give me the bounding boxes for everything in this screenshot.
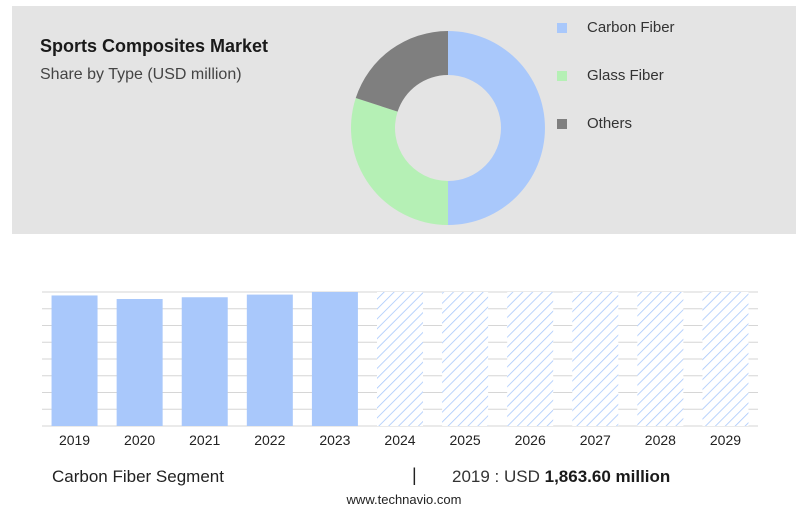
legend-swatch-others (557, 119, 567, 129)
x-tick-label: 2027 (580, 432, 611, 448)
bar-2019 (51, 295, 98, 426)
x-tick-label: 2019 (59, 432, 90, 448)
bar-2025 (442, 292, 489, 426)
bar-2029 (702, 292, 749, 426)
x-tick-label: 2020 (124, 432, 155, 448)
legend-label-glass-fiber: Glass Fiber (587, 67, 664, 84)
x-tick-label: 2023 (319, 432, 350, 448)
bar-2022 (246, 294, 293, 426)
bar-2021 (181, 297, 228, 426)
segment-value: 2019 : USD 1,863.60 million (452, 467, 670, 487)
legend-label-carbon-fiber: Carbon Fiber (587, 19, 675, 36)
legend-swatch-glass-fiber (557, 71, 567, 81)
legend-label-others: Others (587, 115, 633, 132)
x-tick-label: 2028 (645, 432, 676, 448)
bar-2027 (572, 292, 619, 426)
bar-2028 (637, 292, 684, 426)
legend-swatch-carbon-fiber (557, 23, 567, 33)
x-tick-label: 2024 (384, 432, 415, 448)
source-link[interactable]: www.technavio.com (346, 492, 462, 507)
bar-2020 (116, 299, 163, 426)
x-tick-label: 2021 (189, 432, 220, 448)
segment-value-amount: 1,863.60 million (544, 467, 671, 486)
segment-label: Carbon Fiber Segment (52, 467, 224, 486)
x-tick-label: 2026 (515, 432, 546, 448)
chart-title: Sports Composites Market (40, 36, 269, 56)
bar-2023 (311, 292, 358, 426)
chart-subtitle: Share by Type (USD million) (40, 66, 242, 83)
x-tick-label: 2025 (450, 432, 481, 448)
bar-chart: 2019 2020 2021 2022 2023 2024 2025 2026 2027 2028… (42, 291, 758, 448)
donut-slice-glass-fiber (351, 98, 448, 225)
bar-2026 (507, 292, 554, 426)
x-tick-label: 2022 (254, 432, 285, 448)
bar-2024 (377, 292, 423, 426)
donut-slice-carbon-fiber (448, 31, 545, 225)
x-tick-label: 2029 (710, 432, 741, 448)
footer-separator: | (412, 465, 417, 485)
segment-value-prefix: 2019 : USD (452, 467, 545, 486)
donut-chart (351, 31, 545, 225)
donut-slice-others (355, 31, 448, 112)
